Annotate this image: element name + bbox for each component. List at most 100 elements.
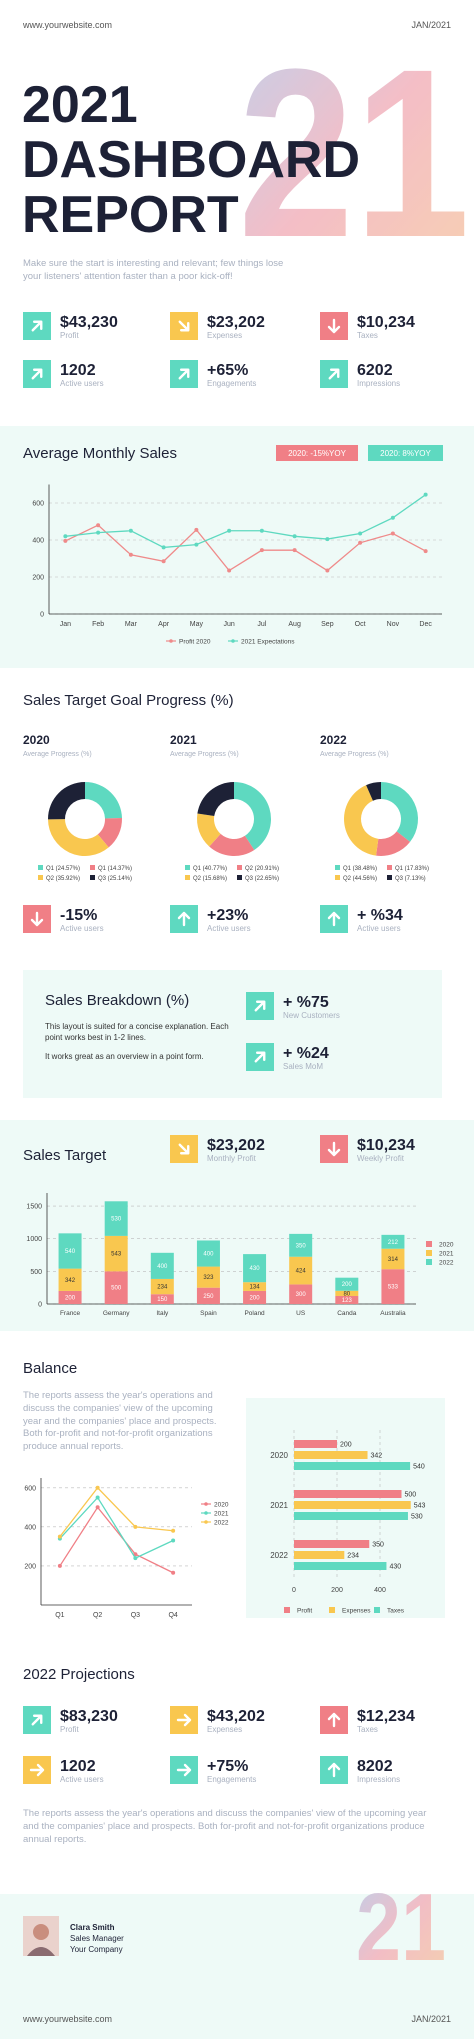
title-line: DASHBOARD (22, 131, 360, 189)
kpi-label: Taxes (357, 331, 378, 340)
section-title: Balance (23, 1360, 77, 1377)
point (423, 492, 428, 497)
bar-segment (381, 1234, 405, 1249)
bar (294, 1490, 402, 1498)
legend-swatch (185, 875, 190, 880)
legend-swatch (237, 875, 242, 880)
value-label: 530 (111, 1217, 122, 1223)
y-tick-label: 200 (32, 575, 44, 582)
series-line (59, 1496, 174, 1559)
x-tick-label: Aug (288, 621, 301, 628)
legend-label: Q2 (44.56%) (343, 876, 377, 882)
kpi-label: Active users (207, 924, 251, 933)
kpi-label: New Customers (283, 1011, 340, 1020)
legend-swatch (185, 865, 190, 870)
value-label: 500 (405, 1492, 417, 1499)
legend-label: Taxes (387, 1608, 405, 1615)
big-number: 21 (356, 1874, 446, 1981)
point (171, 1570, 176, 1575)
chart-title: 2020 (23, 733, 50, 747)
kpi-value: +75% (207, 1758, 248, 1775)
kpi-value: 1202 (60, 1758, 96, 1775)
point (358, 540, 363, 545)
y-tick-label: 0 (40, 612, 44, 619)
x-tick-label: May (190, 621, 204, 628)
kpi-label: Expenses (207, 331, 242, 340)
point (259, 548, 264, 553)
legend-label: 2021 Expectations (241, 639, 295, 646)
paragraph: The reports assess the year's operations… (23, 1390, 217, 1453)
section-title: Sales Breakdown (%) (45, 992, 189, 1009)
chart-subtitle: Average Progress (%) (170, 751, 239, 758)
donut-slice (85, 782, 122, 819)
bar-segment (150, 1278, 174, 1295)
point (96, 523, 101, 528)
x-tick-label: Dec (419, 621, 432, 628)
point (57, 1563, 62, 1568)
chart-subtitle: Average Progress (%) (23, 751, 92, 758)
y-tick-label: 0 (38, 1302, 42, 1309)
kpi-label: Weekly Profit (357, 1154, 405, 1163)
bar (294, 1462, 411, 1470)
kpi-label: Active users (60, 1775, 104, 1784)
legend-swatch (90, 875, 95, 880)
x-tick-label: Spain (200, 1310, 217, 1317)
bar (294, 1451, 368, 1459)
y-tick-label: 500 (30, 1269, 42, 1276)
donut-slice (48, 782, 85, 820)
x-tick-label: Germany (103, 1310, 130, 1317)
kpi-label: Monthly Profit (207, 1154, 257, 1163)
bar-segment (58, 1290, 82, 1304)
point (194, 527, 199, 532)
y-tick-label: 200 (24, 1563, 36, 1570)
badge-text: 2020: -15%YOY (288, 449, 346, 458)
point (171, 1528, 176, 1533)
section-title: 2022 Projections (23, 1666, 135, 1683)
legend-swatch (38, 865, 43, 870)
x-tick-label: Jul (257, 621, 266, 628)
bar-segment (381, 1269, 405, 1304)
value-label: 200 (250, 1295, 261, 1301)
value-label: 234 (157, 1285, 168, 1291)
legend-dot (204, 1520, 208, 1524)
legend-swatch (237, 865, 242, 870)
y-tick-label: 1000 (26, 1236, 42, 1243)
point (57, 1534, 62, 1539)
bar-segment (289, 1233, 313, 1257)
badge (368, 445, 443, 461)
x-tick-label: Sep (321, 621, 334, 628)
value-label: 250 (203, 1294, 214, 1300)
kpi-arrow (327, 1762, 341, 1778)
point (227, 528, 232, 533)
section-bg (0, 426, 474, 668)
value-label: 424 (296, 1269, 307, 1275)
bar (294, 1440, 337, 1448)
kpi-value: +23% (207, 907, 248, 924)
kpi-value: + %24 (283, 1045, 329, 1062)
donut-slice (366, 782, 381, 801)
kpi-arrow (176, 1763, 192, 1777)
legend-label: Q3 (22.65%) (245, 876, 279, 882)
kpi-value: $23,202 (207, 1137, 265, 1154)
bar-segment (289, 1284, 313, 1304)
kpi-label: Impressions (357, 379, 400, 388)
kpi-value: -15% (60, 907, 97, 924)
photo-head (33, 1924, 49, 1940)
point (390, 531, 395, 536)
point (96, 530, 101, 535)
point (63, 534, 68, 539)
x-tick-label: Jun (223, 621, 234, 628)
paragraph: This layout is suited for a concise expl… (45, 1022, 229, 1042)
kpi-arrow (178, 1143, 190, 1155)
legend-swatch (335, 865, 340, 870)
x-tick-label: Q2 (93, 1612, 102, 1619)
kpi-label: Taxes (357, 1725, 378, 1734)
value-label: 540 (65, 1249, 76, 1255)
point (63, 538, 68, 543)
bar-segment (104, 1271, 128, 1304)
legend-swatch (387, 875, 392, 880)
value-label: 430 (389, 1564, 401, 1571)
kpi-value: $23,202 (207, 314, 265, 331)
point (292, 534, 297, 539)
